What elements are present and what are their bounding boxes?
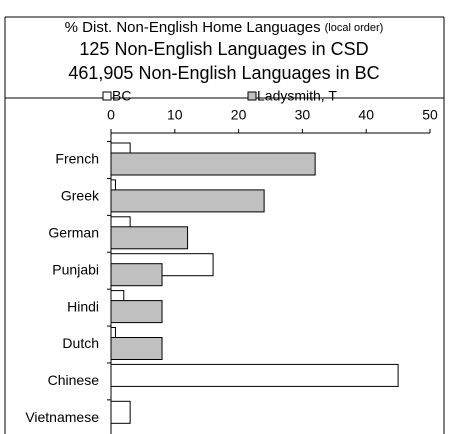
y-tick-label: Dutch	[62, 335, 99, 351]
bar	[110, 226, 189, 250]
subtitle: 461,905 Non-English Languages in BC	[68, 63, 379, 83]
legend-swatch	[247, 91, 257, 101]
bar	[110, 300, 163, 324]
y-tick-label: French	[55, 151, 99, 167]
y-tick-label: Greek	[61, 188, 100, 204]
y-tick-label: Chinese	[48, 372, 100, 388]
legend-label: BC	[112, 88, 131, 104]
x-tick-label: 20	[231, 107, 247, 123]
bar	[110, 189, 265, 213]
x-tick-label: 0	[107, 107, 115, 123]
x-tick-label: 30	[295, 107, 311, 123]
chart-title: % Dist. Non-English Home Languages (local…	[65, 19, 384, 36]
bar	[110, 337, 163, 360]
x-tick-label: 10	[167, 107, 183, 123]
bar	[110, 152, 316, 176]
bar	[110, 363, 399, 387]
legend-label: Ladysmith, T	[257, 88, 337, 104]
legend-swatch	[102, 91, 112, 101]
x-tick-label: 50	[422, 107, 438, 123]
title-main: % Dist. Non-English Home Languages	[65, 19, 321, 36]
y-tick-label: German	[48, 225, 99, 241]
bar	[110, 263, 163, 287]
y-tick-label: Punjabi	[52, 261, 99, 277]
y-tick-label: Hindi	[67, 298, 99, 314]
title-note: (local order)	[325, 22, 384, 34]
subtitle: 125 Non-English Languages in CSD	[79, 39, 368, 59]
bar	[110, 400, 131, 424]
x-tick-label: 40	[358, 107, 374, 123]
y-tick-label: Vietnamese	[25, 409, 99, 425]
